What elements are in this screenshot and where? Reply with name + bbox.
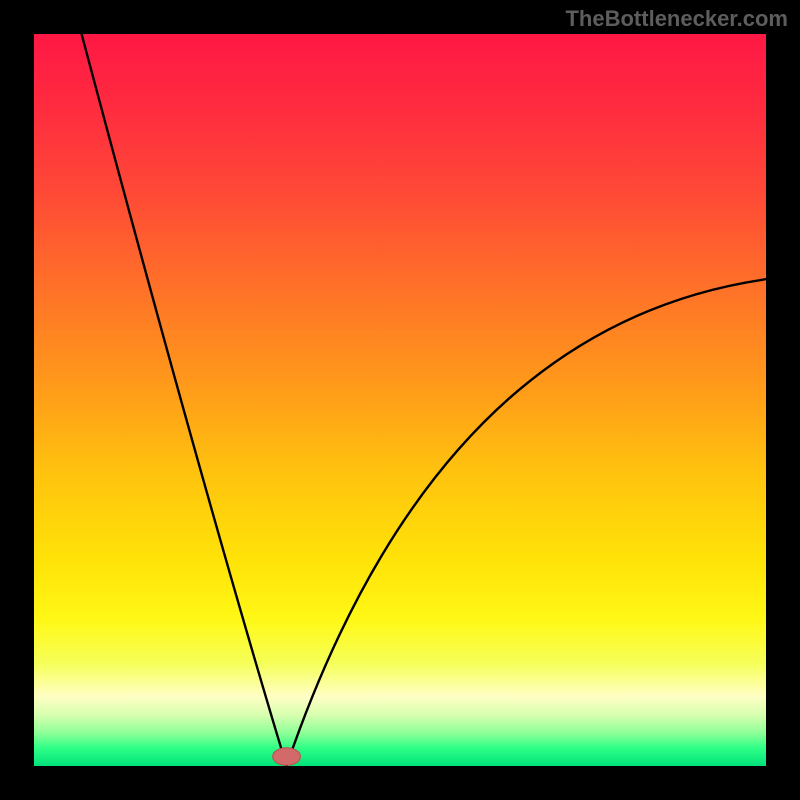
watermark-text: TheBottlenecker.com bbox=[565, 6, 788, 32]
plot-svg bbox=[34, 34, 766, 766]
gradient-background bbox=[34, 34, 766, 766]
plot-area bbox=[34, 34, 766, 766]
vertex-marker bbox=[273, 748, 301, 766]
